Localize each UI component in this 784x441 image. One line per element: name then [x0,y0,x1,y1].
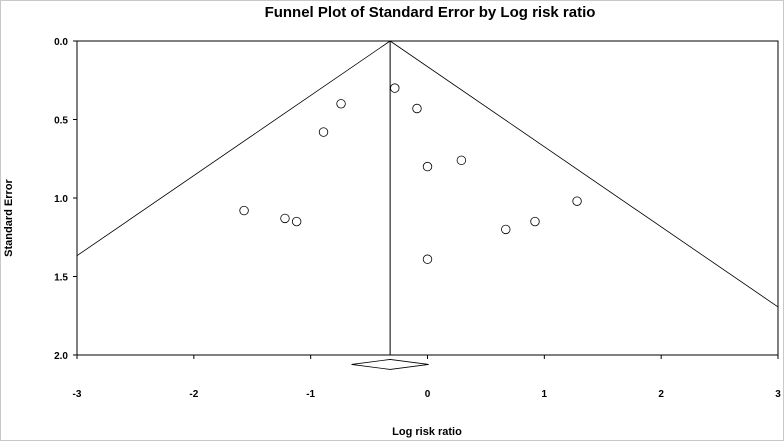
y-tick-label: 0.5 [54,116,68,127]
data-point [291,216,302,227]
chart-title: Funnel Plot of Standard Error by Log ris… [265,4,596,21]
data-point [422,161,433,172]
funnel-right-limit [389,40,779,308]
summary-diamond [351,359,429,370]
x-axis-ticks: -3 -2 -1 0 1 2 3 [73,355,781,400]
data-point [501,224,511,235]
data-point [318,127,329,137]
data-points [239,83,582,264]
x-axis-label: Log risk ratio [392,426,462,438]
x-tick-label: -2 [189,389,198,400]
y-tick-label: 1.5 [54,273,68,284]
data-point [422,254,433,264]
data-point [336,99,346,109]
data-point [390,83,400,93]
summary-diamond-group [351,359,429,370]
x-tick-label: 3 [775,389,781,400]
y-tick-label: 1.0 [54,194,68,205]
funnel-lines [76,40,779,355]
y-axis-label: Standard Error [3,178,15,256]
data-point [530,216,540,227]
data-point [239,205,249,216]
x-tick-label: -3 [73,389,82,400]
data-point [412,103,422,114]
funnel-left-limit [76,40,391,257]
data-point [572,196,582,206]
data-point [456,155,467,166]
plot-area [76,40,779,356]
x-tick-label: 1 [542,389,548,400]
x-tick-label: 2 [658,389,664,400]
y-axis-ticks: 0.0 0.5 1.0 1.5 2.0 [54,37,77,362]
data-point [280,213,290,224]
x-tick-label: 0 [425,389,431,400]
x-tick-label: -1 [306,389,315,400]
y-tick-label: 0.0 [54,37,68,48]
y-tick-label: 2.0 [54,351,68,362]
